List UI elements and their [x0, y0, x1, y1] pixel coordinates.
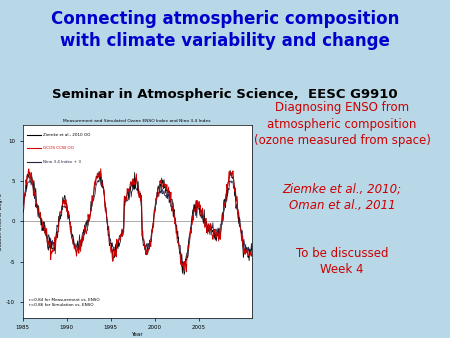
Text: Ziemke et al., 2010;
Oman et al., 2011: Ziemke et al., 2010; Oman et al., 2011: [283, 183, 401, 212]
Text: Diagnosing ENSO from
atmospheric composition
(ozone measured from space): Diagnosing ENSO from atmospheric composi…: [253, 101, 431, 147]
Text: GCOS CCW OO: GCOS CCW OO: [43, 146, 74, 150]
Y-axis label: Dobson Units or Deg. C: Dobson Units or Deg. C: [0, 193, 3, 250]
Text: Nino 3.4 Index + 3: Nino 3.4 Index + 3: [43, 160, 81, 164]
Text: Ziemke et al., 2010 OO: Ziemke et al., 2010 OO: [43, 133, 90, 137]
Text: Connecting atmospheric composition
with climate variability and change: Connecting atmospheric composition with …: [51, 10, 399, 50]
Text: r=0.84 for Measurement vs. ENSO
r=0.86 for Simulation vs. ENSO: r=0.84 for Measurement vs. ENSO r=0.86 f…: [29, 298, 100, 307]
Text: Seminar in Atmospheric Science,  EESC G9910: Seminar in Atmospheric Science, EESC G99…: [52, 88, 398, 101]
Title: Measurement and Simulated Ozone ENSO Index and Nino 3.4 Index: Measurement and Simulated Ozone ENSO Ind…: [63, 119, 211, 123]
X-axis label: Year: Year: [131, 332, 143, 337]
Text: To be discussed
Week 4: To be discussed Week 4: [296, 247, 388, 276]
